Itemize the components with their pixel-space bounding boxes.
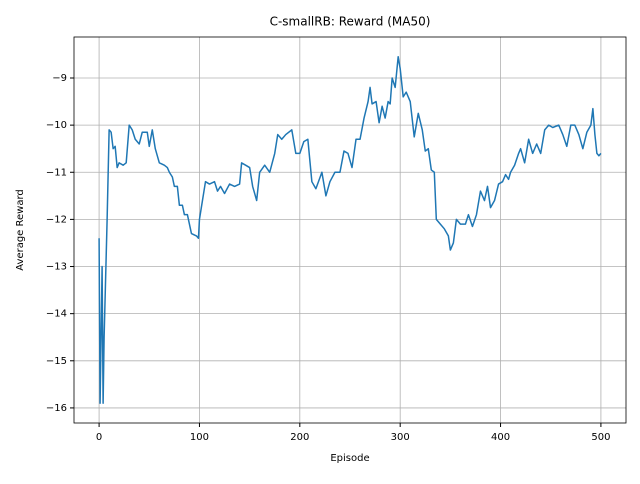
chart-title: C-smallRB: Reward (MA50) [270, 15, 431, 29]
x-tick-label: 300 [391, 432, 410, 443]
y-tick-label: −9 [52, 73, 67, 84]
x-axis-label: Episode [330, 453, 369, 464]
x-tick-label: 400 [491, 432, 510, 443]
data-line [98, 56, 602, 404]
y-tick-label: −11 [46, 167, 67, 178]
y-tick-label: −13 [46, 262, 67, 273]
y-tick-label: −16 [46, 403, 67, 414]
y-tick-label: −14 [46, 309, 67, 320]
x-tick-label: 100 [190, 432, 209, 443]
y-tick-label: −12 [46, 214, 67, 225]
y-tick-label: −15 [46, 356, 67, 367]
y-axis-label: Average Reward [15, 189, 26, 270]
plot-frame [73, 36, 627, 424]
x-tick-label: 200 [290, 432, 309, 443]
x-tick-label: 0 [96, 432, 102, 443]
x-tick-label: 500 [591, 432, 610, 443]
y-tick-label: −10 [46, 120, 67, 131]
